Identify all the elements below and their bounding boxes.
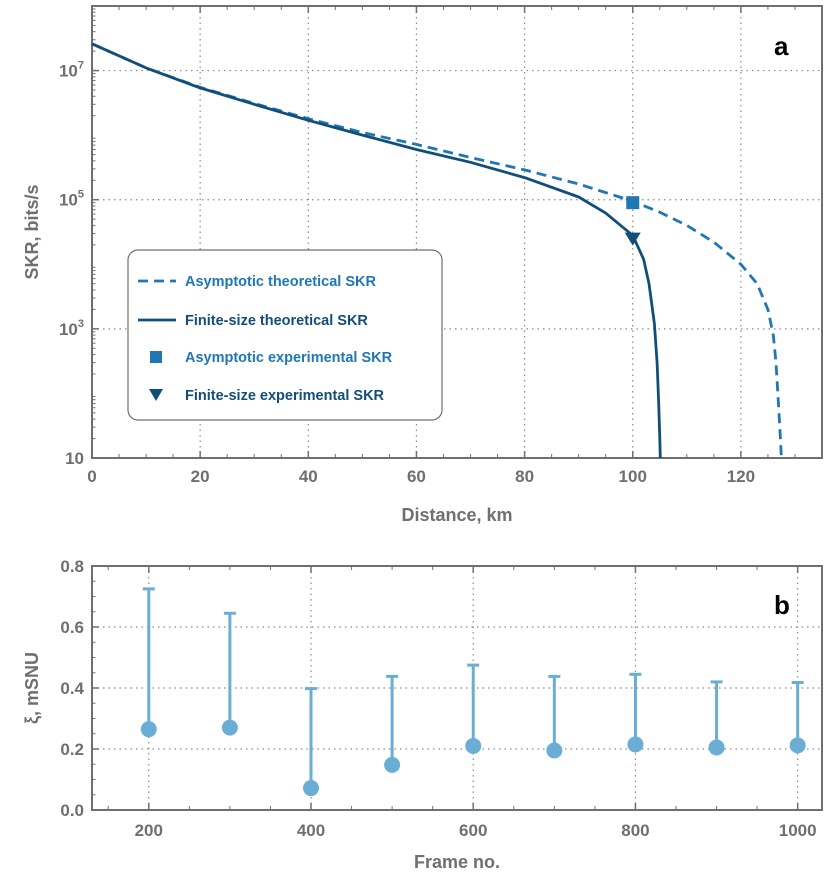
legend-finite-theory-label: Finite-size theoretical SKR [185, 313, 368, 329]
legend-box [127, 249, 443, 421]
y-tick-label: 0.6 [60, 618, 84, 637]
x-tick-label: 100 [619, 467, 647, 486]
y-tick-label: 10 [65, 449, 84, 468]
y-tick-label: 0.8 [60, 557, 84, 576]
panel-b-points [140, 587, 806, 797]
x-tick-label: 200 [135, 821, 163, 840]
data-point [546, 742, 563, 759]
y-tick-label: 0.2 [60, 740, 84, 759]
x-tick-label: 400 [297, 821, 325, 840]
legend-finite-experiment-label: Finite-size experimental SKR [185, 388, 385, 404]
panel-b-frame [91, 565, 823, 811]
x-tick-label: 60 [407, 467, 426, 486]
panel-a-legend: Asymptotic theoretical SKR Finite-size t… [127, 249, 443, 421]
panel-a-lines [91, 42, 783, 459]
panel-a: 0 20 40 60 80 100 120 10 103 105 107 a Distance, k… [22, 5, 823, 525]
y-tick-label: 103 [59, 318, 84, 339]
legend-asymptotic-experiment-swatch [150, 351, 162, 363]
panel-b: 200 400 600 800 1000 0.0 0.2 0.4 0.6 0.8 b Frame … [22, 557, 823, 872]
data-point [789, 737, 806, 754]
panel-b-label: b [774, 590, 790, 620]
x-tick-label: 800 [621, 821, 649, 840]
panel-a-ticks: 0 20 40 60 80 100 120 10 103 105 107 [59, 6, 796, 486]
panel-b-grid [92, 566, 822, 810]
y-tick-label: 0.0 [60, 801, 84, 820]
panel-b-y-axis-label: ξ, mSNU [22, 652, 43, 724]
panel-a-y-axis-label: SKR, bits/s [22, 184, 42, 279]
x-tick-label: 1000 [779, 821, 817, 840]
legend-asymptotic-experiment-label: Asymptotic experimental SKR [185, 350, 393, 366]
panel-a-x-axis-label: Distance, km [401, 505, 512, 525]
panel-b-x-axis-label: Frame no. [414, 852, 500, 872]
y-tick-label: 0.4 [60, 679, 84, 698]
data-point [140, 721, 157, 738]
x-tick-label: 600 [459, 821, 487, 840]
data-point [708, 739, 725, 756]
x-tick-label: 80 [515, 467, 534, 486]
panel-b-ticks: 200 400 600 800 1000 0.0 0.2 0.4 0.6 0.8 [60, 557, 816, 840]
legend-asymptotic-theory-label: Asymptotic theoretical SKR [185, 274, 376, 290]
x-tick-label: 40 [299, 467, 318, 486]
y-tick-label: 105 [59, 189, 84, 210]
data-point [465, 737, 482, 754]
finite-theory-line [91, 42, 662, 459]
data-point [303, 780, 319, 797]
legend-finite-experiment-swatch [149, 389, 163, 401]
data-point [627, 736, 644, 753]
x-tick-label: 120 [727, 467, 755, 486]
panel-a-frame [91, 5, 823, 459]
data-point [384, 756, 401, 773]
panel-a-markers [624, 196, 641, 246]
y-tick-label: 107 [59, 60, 84, 81]
finite-experiment-marker [624, 232, 641, 246]
x-tick-label: 0 [87, 467, 96, 486]
x-tick-label: 20 [191, 467, 210, 486]
asymptotic-experiment-marker [626, 196, 640, 210]
panel-a-label: a [774, 31, 789, 61]
data-point [221, 719, 238, 736]
